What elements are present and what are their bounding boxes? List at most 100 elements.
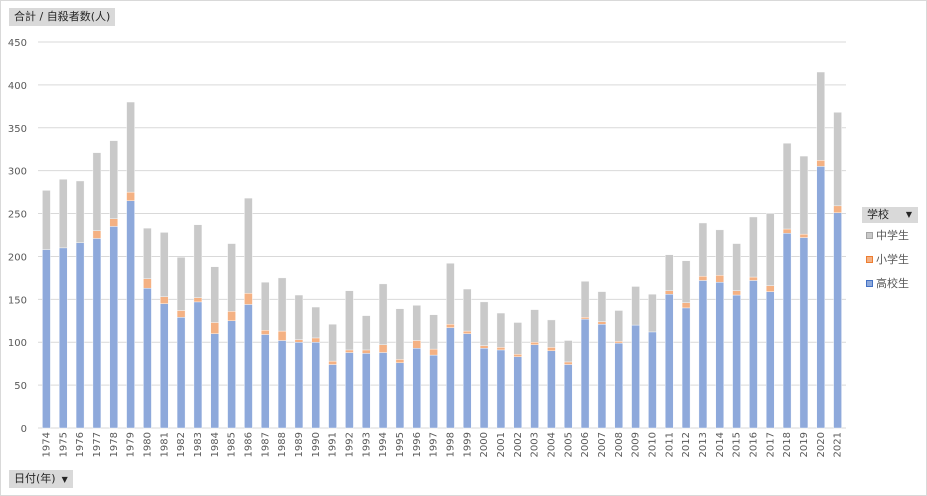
bar-segment — [378, 283, 388, 345]
bar-segment — [294, 294, 304, 340]
bar-segment — [59, 179, 68, 249]
y-tick-label: 450 — [8, 38, 27, 49]
bar-segment — [244, 197, 253, 294]
bar-segment — [210, 322, 219, 334]
bar-segment — [631, 324, 640, 429]
bar-segment — [311, 306, 320, 339]
x-tick-label: 1999 — [462, 432, 473, 457]
bar-segment — [816, 71, 825, 161]
bar-segment — [782, 228, 792, 234]
bar-segment — [412, 305, 421, 341]
x-tick-label: 1978 — [109, 432, 120, 457]
dropdown-arrow-icon[interactable]: ▼ — [905, 210, 912, 219]
x-tick-label: 2007 — [597, 432, 608, 457]
bar-segment — [580, 281, 590, 318]
x-tick-label: 2021 — [833, 432, 844, 457]
bar-segment — [766, 213, 775, 286]
axis-field-button[interactable]: 日付(年) ▼ — [9, 470, 73, 488]
bar-segment — [92, 238, 102, 429]
bar-segment — [681, 307, 691, 429]
x-tick-label: 2010 — [647, 432, 658, 457]
legend-field-label: 学校 — [867, 208, 889, 221]
x-tick-label: 2011 — [664, 432, 675, 457]
legend-item: 中学生 — [862, 223, 918, 247]
bar-segment — [227, 243, 236, 312]
y-tick-label: 350 — [8, 124, 27, 135]
bar-segment — [345, 349, 354, 353]
bar-segment — [75, 180, 85, 243]
x-tick-label: 1975 — [58, 432, 69, 457]
legend-swatch — [866, 231, 873, 239]
x-tick-label: 2009 — [631, 432, 642, 457]
bar-segment — [109, 140, 118, 219]
bar-segment — [362, 315, 371, 351]
bar-segment — [395, 308, 405, 360]
bar-segment — [362, 353, 371, 429]
bar-segment — [109, 226, 118, 429]
bar-segment — [126, 101, 135, 193]
bar-segment — [614, 310, 623, 342]
bar-segment — [277, 277, 287, 332]
bar-segment — [244, 304, 253, 429]
x-tick-label: 1987 — [260, 432, 271, 457]
bar-segment — [564, 364, 573, 429]
x-tick-label: 2006 — [580, 432, 591, 457]
bar-segment — [782, 143, 792, 230]
bar-segment — [715, 275, 724, 283]
bar-segment — [277, 340, 287, 429]
x-tick-label: 1985 — [227, 432, 238, 457]
bar-segment — [227, 320, 236, 429]
bar-segment — [328, 364, 337, 429]
x-tick-label: 2019 — [799, 432, 810, 457]
x-tick-label: 2020 — [816, 432, 827, 457]
x-axis-tick-labels: 1974 1975 1976 1977 1978 1979 1980 1981 1982 1983… — [41, 432, 843, 457]
bar-segment — [749, 276, 758, 281]
bar-segment — [715, 229, 724, 276]
bar-segment — [749, 216, 758, 278]
x-tick-label: 2002 — [513, 432, 524, 457]
x-tick-label: 1976 — [75, 432, 86, 457]
bar-segment — [378, 344, 388, 353]
bar-segment — [614, 342, 623, 429]
bar-segment — [496, 312, 506, 348]
x-tick-label: 1974 — [41, 432, 52, 457]
bar-segment — [92, 152, 102, 231]
bar-segment — [698, 275, 708, 281]
legend-label: 小学生 — [876, 253, 909, 266]
x-tick-label: 1986 — [243, 432, 254, 457]
x-tick-label: 2013 — [698, 432, 709, 457]
bar-segment — [378, 352, 388, 429]
bar-segment — [75, 242, 85, 429]
x-tick-label: 1990 — [311, 432, 322, 457]
bar-segment — [496, 347, 506, 351]
dropdown-arrow-icon[interactable]: ▼ — [61, 475, 68, 484]
bar-segment — [513, 356, 522, 429]
x-tick-label: 2001 — [496, 432, 507, 457]
bar-segment — [799, 155, 809, 235]
bar-segment — [530, 342, 539, 345]
bar-segment — [126, 191, 135, 201]
bar-segment — [799, 237, 809, 429]
bar-segment — [698, 222, 708, 277]
bar-segment — [648, 293, 657, 333]
bar-segment — [176, 257, 186, 311]
bar-segment — [143, 287, 152, 429]
bar-segment — [816, 166, 825, 429]
bar-segment — [59, 247, 68, 429]
bar-segment — [631, 286, 640, 326]
legend-field-button[interactable]: 学校 ▼ — [862, 207, 918, 223]
x-tick-label: 2004 — [546, 432, 557, 457]
x-tick-label: 1998 — [445, 432, 456, 457]
bar-segment — [463, 288, 472, 332]
bar-segment — [244, 293, 253, 305]
bar-segment — [816, 160, 825, 167]
bar-segment — [412, 340, 421, 349]
bar-segment — [799, 233, 809, 238]
value-field-button[interactable]: 合計 / 自殺者数(人) — [9, 8, 116, 26]
bar-segment — [732, 243, 741, 291]
bar-segment — [681, 302, 691, 309]
bar-segment — [328, 360, 337, 365]
bar-segment — [193, 224, 203, 298]
legend-label: 高校生 — [876, 277, 909, 290]
